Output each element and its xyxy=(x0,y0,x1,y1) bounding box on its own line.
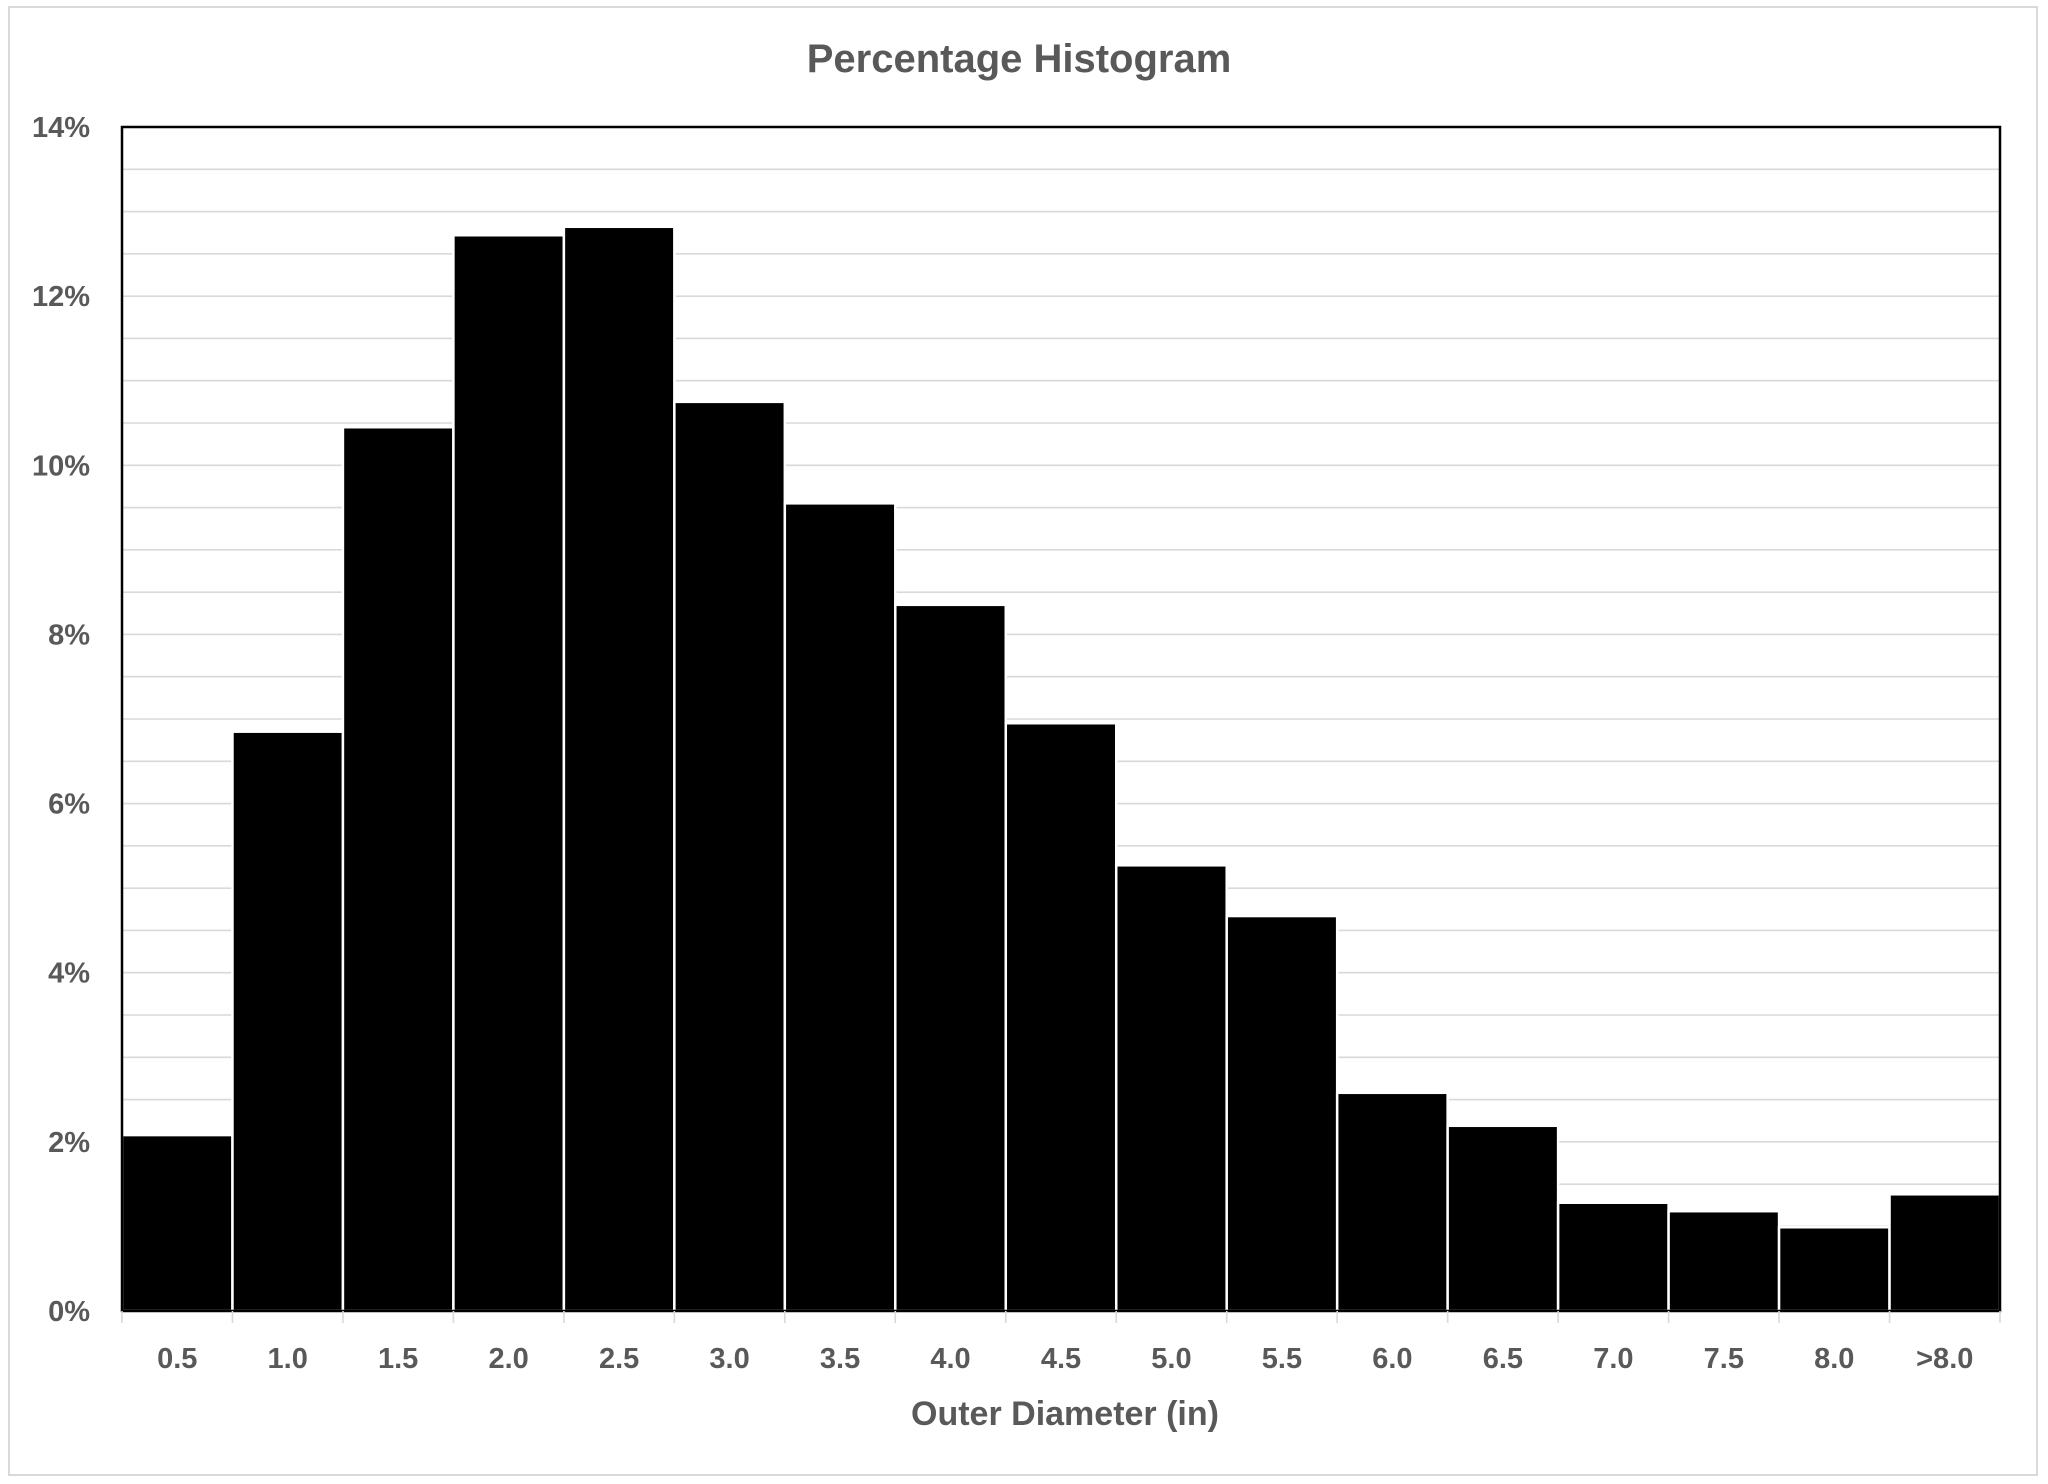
y-tick-label: 8% xyxy=(48,619,90,651)
x-tick-label: 1.0 xyxy=(268,1343,308,1375)
x-tick-label: 6.0 xyxy=(1372,1343,1412,1375)
x-tick-label: 3.5 xyxy=(820,1343,860,1375)
y-tick-label: 4% xyxy=(48,958,90,990)
y-axis-tick-labels: 0% 2% 4% 6% 8% 10% 12% 14% xyxy=(32,112,90,1328)
y-tick-label: 12% xyxy=(32,281,90,313)
bar-5 xyxy=(562,225,676,1313)
y-tick-label: 0% xyxy=(48,1296,90,1328)
x-tick-label: 7.0 xyxy=(1593,1343,1633,1375)
x-tick-label: 5.5 xyxy=(1262,1343,1302,1375)
bar-7 xyxy=(783,502,897,1313)
x-tick-label: >8.0 xyxy=(1916,1343,1973,1375)
bars xyxy=(120,225,2002,1313)
y-tick-label: 14% xyxy=(32,112,90,144)
bar-10 xyxy=(1114,864,1228,1313)
x-tick-label: 6.5 xyxy=(1483,1343,1523,1375)
x-tick-label: 8.0 xyxy=(1814,1343,1854,1375)
bar-15 xyxy=(1667,1209,1781,1313)
y-tick-label: 6% xyxy=(48,789,90,821)
bar-4 xyxy=(452,234,566,1313)
bar-6 xyxy=(673,400,787,1313)
x-tick-label: 4.0 xyxy=(930,1343,970,1375)
bar-16 xyxy=(1777,1226,1891,1313)
y-tick-label: 10% xyxy=(32,450,90,482)
x-tick-label: 1.5 xyxy=(378,1343,418,1375)
x-axis-tick-labels: 0.5 1.0 1.5 2.0 2.5 3.0 3.5 4.0 4.5 5.0 5.5 6.0 6.5 7… xyxy=(121,1311,2001,1375)
bar-11 xyxy=(1225,914,1339,1313)
y-tick-label: 2% xyxy=(48,1127,90,1159)
x-axis-title: Outer Diameter (in) xyxy=(911,1395,1219,1433)
x-tick-label: 5.0 xyxy=(1151,1343,1191,1375)
bar-3 xyxy=(341,425,455,1313)
x-tick-label: 2.0 xyxy=(488,1343,528,1375)
plot-area-border xyxy=(120,125,2002,1313)
bar-17 xyxy=(1888,1193,2002,1313)
x-tick-label: 4.5 xyxy=(1041,1343,1081,1375)
bar-8 xyxy=(894,603,1008,1313)
bar-14 xyxy=(1556,1201,1670,1313)
bar-12 xyxy=(1335,1091,1449,1313)
bar-1 xyxy=(120,1133,234,1313)
chart-title: Percentage Histogram xyxy=(807,37,1232,81)
bar-2 xyxy=(231,730,345,1313)
x-tick-label: 2.5 xyxy=(599,1343,639,1375)
bar-13 xyxy=(1446,1124,1560,1313)
x-tick-label: 7.5 xyxy=(1704,1343,1744,1375)
x-tick-label: 3.0 xyxy=(709,1343,749,1375)
x-tick-label: 0.5 xyxy=(157,1343,197,1375)
bar-9 xyxy=(1004,721,1118,1313)
